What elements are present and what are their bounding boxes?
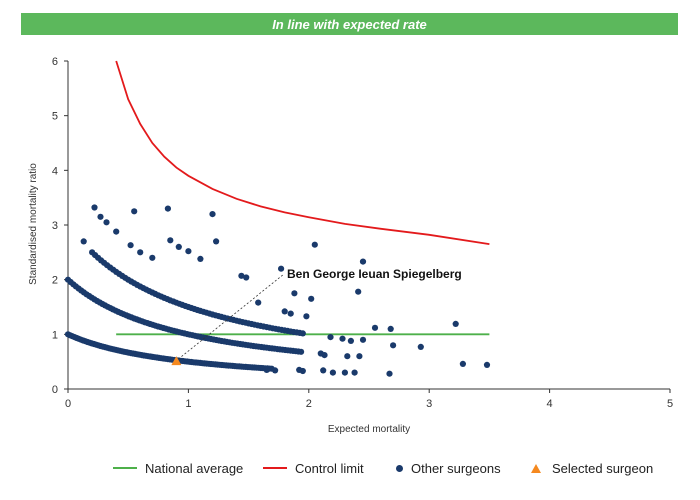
control-limit-swatch bbox=[263, 467, 287, 469]
other-surgeon-point bbox=[185, 248, 192, 255]
other-surgeon-point bbox=[390, 342, 397, 349]
other-surgeon-point bbox=[355, 288, 362, 295]
other-surgeon-point bbox=[299, 330, 306, 337]
x-tick-label: 5 bbox=[667, 398, 673, 410]
other-surgeon-point bbox=[298, 348, 305, 355]
other-surgeon-point bbox=[127, 242, 134, 249]
legend-item-control-limit: Control limit bbox=[263, 456, 364, 480]
other-surgeon-point bbox=[359, 336, 367, 343]
selected-surgeon-label: Ben George Ieuan Spiegelberg bbox=[287, 267, 462, 281]
y-tick-label: 6 bbox=[52, 56, 58, 68]
other-surgeon-point bbox=[320, 367, 327, 374]
other-surgeon-point bbox=[329, 369, 336, 376]
other-surgeon-point bbox=[341, 369, 348, 376]
series bbox=[64, 60, 491, 377]
other-surgeon-point bbox=[213, 238, 220, 245]
x-tick-label: 4 bbox=[547, 398, 553, 410]
other-surgeon-point bbox=[291, 290, 298, 297]
status-banner: In line with expected rate bbox=[21, 13, 678, 35]
other-surgeon-point bbox=[131, 208, 138, 215]
legend: National average Control limit Other sur… bbox=[0, 456, 700, 480]
other-surgeon-point bbox=[299, 367, 306, 375]
other-surgeon-point bbox=[483, 361, 491, 368]
y-tick-label: 5 bbox=[52, 111, 58, 123]
legend-item-other-surgeons: Other surgeons bbox=[388, 456, 501, 480]
legend-label: Selected surgeon bbox=[552, 460, 654, 476]
other-surgeon-point bbox=[339, 335, 346, 342]
selected-surgeon-swatch bbox=[531, 463, 541, 473]
y-axis-label: Standardised mortality ratio bbox=[28, 163, 39, 285]
other-surgeon-point bbox=[243, 274, 250, 281]
other-surgeon-point bbox=[80, 238, 87, 245]
y-tick-label: 4 bbox=[52, 165, 58, 177]
other-surgeon-point bbox=[287, 310, 294, 317]
legend-label: Other surgeons bbox=[411, 460, 501, 476]
other-surgeon-point bbox=[97, 213, 104, 220]
y-tick-label: 1 bbox=[52, 329, 58, 341]
y-tick-label: 0 bbox=[52, 384, 58, 396]
other-surgeon-point bbox=[371, 324, 379, 331]
other-surgeon-point bbox=[255, 299, 262, 306]
x-tick-label: 3 bbox=[426, 398, 432, 410]
other-surgeon-point bbox=[197, 255, 204, 262]
other-surgeon-point bbox=[278, 265, 285, 272]
other-surgeon-point bbox=[359, 258, 367, 265]
selected-surgeon-marker bbox=[171, 356, 182, 366]
other-surgeon-point bbox=[452, 320, 459, 327]
other-surgeon-point bbox=[311, 241, 318, 248]
other-surgeon-point bbox=[91, 204, 98, 211]
other-surgeon-point bbox=[103, 219, 110, 226]
other-surgeon-point bbox=[113, 228, 120, 235]
x-axis-label: Expected mortality bbox=[328, 424, 410, 435]
other-surgeon-point bbox=[167, 237, 174, 244]
national-average-swatch bbox=[113, 467, 137, 469]
other-surgeon-point bbox=[164, 205, 171, 212]
other-surgeon-point bbox=[417, 343, 424, 350]
other-surgeons-swatch bbox=[396, 464, 403, 472]
annotations: Ben George Ieuan Spiegelberg bbox=[171, 267, 462, 366]
legend-label: National average bbox=[145, 460, 244, 476]
other-surgeon-point bbox=[356, 353, 363, 360]
x-tick-label: 0 bbox=[65, 398, 71, 410]
other-surgeon-point bbox=[344, 353, 351, 360]
legend-label: Control limit bbox=[295, 460, 364, 476]
x-tick-label: 1 bbox=[185, 398, 191, 410]
other-surgeon-point bbox=[137, 249, 144, 256]
other-surgeon-point bbox=[327, 334, 334, 341]
other-surgeon-point bbox=[459, 360, 466, 367]
other-surgeon-point bbox=[272, 367, 279, 374]
other-surgeon-point bbox=[387, 325, 394, 332]
other-surgeon-point bbox=[351, 369, 358, 376]
control-limit-line bbox=[115, 60, 490, 245]
other-surgeon-point bbox=[386, 370, 393, 377]
other-surgeon-point bbox=[303, 313, 310, 320]
other-surgeon-point bbox=[321, 352, 328, 359]
x-tick-label: 2 bbox=[306, 398, 312, 410]
legend-item-selected-surgeon: Selected surgeon bbox=[528, 456, 653, 480]
y-tick-label: 3 bbox=[52, 220, 58, 232]
other-surgeon-point bbox=[175, 243, 182, 250]
other-surgeon-point bbox=[209, 211, 216, 218]
other-surgeon-point bbox=[308, 295, 315, 302]
other-surgeon-point bbox=[263, 366, 270, 373]
other-surgeon-point bbox=[149, 254, 156, 261]
annotation-leader-line bbox=[178, 273, 285, 360]
other-surgeon-point bbox=[238, 272, 245, 279]
legend-item-national-average: National average bbox=[113, 456, 243, 480]
y-tick-label: 2 bbox=[52, 275, 58, 287]
other-surgeon-point bbox=[281, 308, 288, 315]
other-surgeon-point bbox=[347, 337, 354, 344]
